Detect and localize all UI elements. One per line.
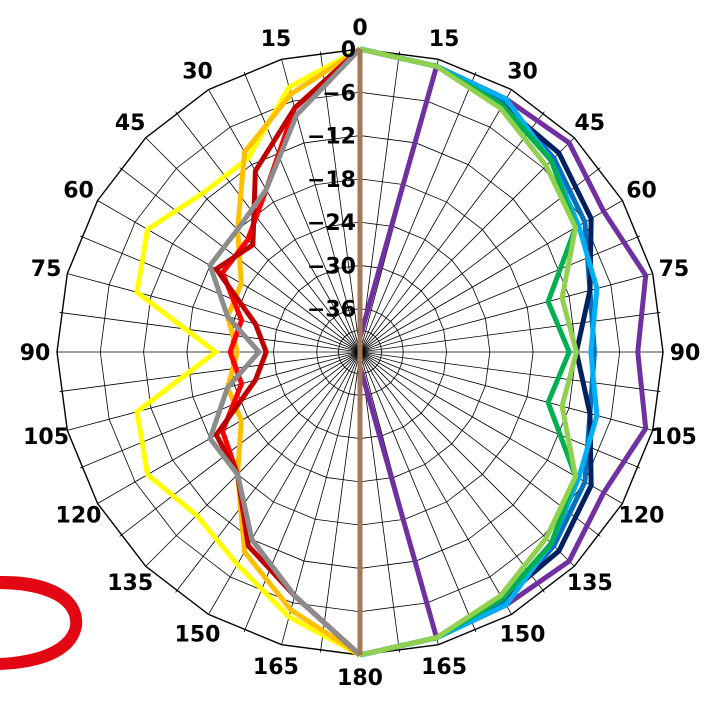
angle-tick-label: 135 (107, 571, 153, 596)
series-line (359, 46, 580, 658)
grid-spoke (359, 351, 400, 653)
radial-tick-label: −12 (307, 125, 356, 150)
partial-red-ellipse-decoration (0, 575, 83, 670)
grid-spoke (320, 51, 361, 353)
grid-spoke (208, 89, 361, 353)
angle-tick-label: 135 (567, 571, 613, 596)
series-line (134, 46, 362, 658)
radial-tick-label: −18 (307, 168, 356, 193)
grid-spoke (67, 273, 361, 353)
angle-tick-label: 15 (429, 27, 460, 52)
grid-spoke (97, 200, 361, 353)
grid-spoke (281, 351, 361, 645)
grid-spoke (97, 351, 361, 504)
grid-spoke (359, 351, 512, 615)
grid-spoke (359, 351, 653, 431)
grid-spoke (359, 89, 512, 353)
grid-spoke (359, 351, 545, 593)
radial-tick-label: −30 (307, 254, 356, 279)
series-line (359, 46, 579, 658)
angle-tick-label: 75 (31, 257, 62, 282)
grid-spoke (175, 111, 361, 353)
radial-tick-label: 0 (341, 38, 356, 63)
angle-tick-label: 180 (337, 666, 383, 691)
angle-tick-label: 120 (56, 504, 102, 529)
angle-tick-label: 165 (253, 655, 299, 680)
grid-spoke (208, 351, 361, 615)
radial-tick-label: −24 (307, 211, 356, 236)
series-line (224, 46, 362, 658)
grid-spoke (359, 351, 641, 469)
grid-spoke (359, 351, 477, 633)
grid-spoke (359, 351, 661, 392)
grid-spoke (359, 71, 477, 353)
series-line (359, 46, 600, 658)
radial-tick-label: −6 (322, 81, 356, 106)
grid-spoke (59, 351, 361, 392)
label-layer: 0 153045607590105120135150165180165150135… (20, 16, 701, 691)
angle-tick-label: 60 (626, 179, 657, 204)
angle-tick-label: 90 (670, 341, 701, 366)
angle-tick-label: 90 (20, 341, 51, 366)
grid-spoke (359, 111, 545, 353)
angle-tick-label: 165 (421, 655, 467, 680)
series-layer (134, 46, 649, 658)
grid-spoke (59, 312, 361, 353)
angle-tick-label: 60 (63, 179, 94, 204)
grid-spoke (145, 351, 361, 567)
grid-spoke (359, 137, 575, 353)
grid-spoke (67, 351, 361, 431)
series-line (359, 46, 597, 658)
angle-tick-label: 150 (500, 623, 546, 648)
decor-layer (0, 575, 83, 670)
angle-tick-label: 45 (115, 111, 146, 136)
grid-spoke (359, 351, 575, 567)
grid-spoke (243, 71, 361, 353)
grid-spoke (320, 351, 361, 653)
angle-tick-label: 15 (261, 27, 292, 52)
grid-spoke (175, 351, 361, 593)
polar-grid (56, 48, 664, 656)
grid-spoke (359, 51, 400, 353)
radial-tick-label: −36 (307, 298, 356, 323)
grid-spoke (359, 312, 661, 353)
grid-spoke (243, 351, 361, 633)
angle-tick-label: 120 (619, 504, 665, 529)
angle-tick-label: 105 (23, 425, 69, 450)
angle-tick-label: 45 (574, 111, 605, 136)
angle-tick-label: 30 (507, 60, 538, 85)
series-line (212, 47, 362, 657)
angle-tick-label: 0 (352, 16, 367, 41)
grid-spoke (359, 273, 653, 353)
angle-tick-label: 150 (175, 623, 221, 648)
angle-tick-label: 75 (659, 257, 690, 282)
grid-spoke (359, 235, 641, 353)
angle-tick-label: 30 (182, 60, 213, 85)
series-line (207, 47, 362, 657)
angle-tick-label: 105 (651, 425, 697, 450)
